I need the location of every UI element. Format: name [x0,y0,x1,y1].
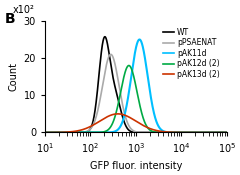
Legend: WT, pPSAENAT, pAK11d, pAK12d (2), pAK13d (2): WT, pPSAENAT, pAK11d, pAK12d (2), pAK13d… [160,25,223,82]
X-axis label: GFP fluor. intensity: GFP fluor. intensity [90,161,182,171]
WT [233,131,236,134]
pAK12d (2) [49,131,52,134]
WT [233,131,236,134]
WT [39,131,42,134]
Line: pAK13d (2): pAK13d (2) [41,114,240,132]
pPSAENAT [233,131,236,134]
WT [131,131,134,133]
Text: B: B [5,12,16,26]
pAK11d [233,131,236,134]
Line: pAK11d: pAK11d [41,40,240,132]
pAK11d [49,131,52,134]
pPSAENAT [233,131,236,134]
pAK13d (2) [233,131,236,134]
WT [49,131,52,134]
pAK12d (2) [197,131,199,134]
pAK11d [197,131,199,134]
pAK11d [138,38,141,41]
WT [103,36,106,38]
pAK13d (2) [131,118,134,120]
pAK11d [39,131,42,134]
Line: WT: WT [41,37,240,132]
WT [197,131,199,134]
pAK12d (2) [137,95,139,97]
pPSAENAT [109,53,112,55]
pAK12d (2) [239,131,240,134]
pAK13d (2) [116,113,119,115]
pPSAENAT [239,131,240,134]
Y-axis label: Count: Count [8,62,18,91]
pAK13d (2) [239,131,240,134]
pAK12d (2) [127,64,130,67]
pAK12d (2) [131,71,134,73]
pAK13d (2) [39,131,42,134]
Text: x10²: x10² [12,5,34,15]
pAK11d [233,131,236,134]
pAK11d [131,67,134,69]
Line: pAK12d (2): pAK12d (2) [41,65,240,132]
pAK12d (2) [233,131,236,134]
pPSAENAT [131,129,134,131]
Line: pPSAENAT: pPSAENAT [41,54,240,132]
pPSAENAT [197,131,199,134]
pAK11d [136,40,139,43]
pAK11d [239,131,240,134]
pAK12d (2) [233,131,236,134]
pPSAENAT [39,131,42,134]
WT [239,131,240,134]
WT [137,131,139,134]
pAK13d (2) [197,131,199,134]
pPSAENAT [49,131,52,134]
pAK13d (2) [49,131,52,134]
pAK13d (2) [233,131,236,134]
pAK12d (2) [39,131,42,134]
pAK13d (2) [137,121,139,123]
pPSAENAT [137,131,139,133]
